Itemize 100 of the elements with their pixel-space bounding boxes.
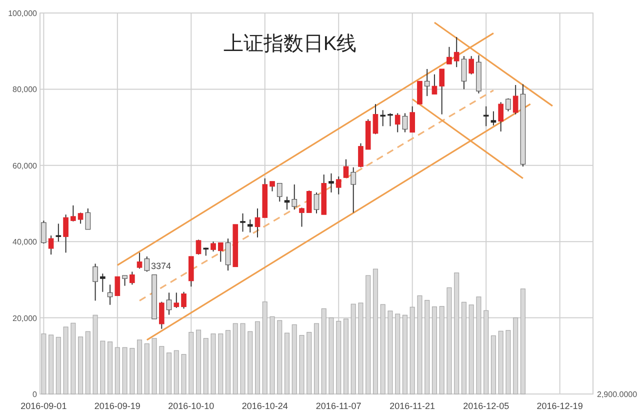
bar <box>78 336 84 394</box>
bar <box>130 348 135 394</box>
candlestick <box>85 208 91 230</box>
candlestick <box>439 68 445 115</box>
bar <box>108 342 113 394</box>
candlestick <box>483 106 489 127</box>
candlestick <box>512 84 518 115</box>
candlestick <box>284 196 290 210</box>
candlestick <box>410 106 416 133</box>
bar <box>174 350 179 394</box>
x-tick-label: 2016-11-21 <box>390 401 436 411</box>
candlestick <box>174 292 180 308</box>
candlestick <box>107 284 113 306</box>
candlestick <box>100 273 106 292</box>
bar <box>122 347 128 394</box>
candlestick <box>181 291 186 310</box>
candlestick <box>78 212 84 224</box>
candlestick <box>506 98 511 112</box>
bar <box>232 323 238 394</box>
candlestick <box>114 276 120 296</box>
candlestick <box>446 46 452 65</box>
bar <box>166 352 172 394</box>
bar <box>240 323 246 394</box>
bar <box>255 321 260 394</box>
x-tick-label: 2016-12-19 <box>536 401 583 411</box>
bar <box>299 335 304 394</box>
candlestick <box>254 208 260 238</box>
candlestick <box>343 158 349 178</box>
candlestick <box>56 223 62 242</box>
candlestick <box>70 204 76 222</box>
text: 上证指数日K线 <box>223 33 357 55</box>
y-tick-label: 0 <box>32 390 38 399</box>
bar <box>196 330 202 394</box>
candlestick <box>328 172 334 193</box>
candlestick <box>417 80 422 104</box>
x-tick-label: 2016-12-05 <box>463 401 510 411</box>
bar <box>48 334 54 394</box>
candlestick <box>122 275 128 286</box>
candlestick <box>388 112 393 127</box>
candlestick <box>218 242 224 262</box>
bar <box>203 338 208 394</box>
bar <box>218 334 224 394</box>
bar <box>498 330 504 394</box>
candlestick <box>299 207 304 228</box>
candlestick <box>498 102 504 132</box>
candlestick <box>270 180 275 192</box>
candlestick <box>358 142 364 168</box>
bar <box>70 322 76 394</box>
y-tick-label: 60,000 <box>12 161 38 170</box>
y-tick-label: 100,000 <box>8 9 38 18</box>
candlestick <box>166 292 172 316</box>
bar <box>181 354 186 394</box>
bar <box>292 324 297 394</box>
candlestick <box>292 184 298 210</box>
x-tick-label: 2016-09-19 <box>94 401 140 411</box>
candlestick <box>144 256 150 272</box>
bar <box>85 331 90 394</box>
bar <box>100 340 106 394</box>
candlestick <box>372 104 378 135</box>
y-tick-label: 40,000 <box>12 238 38 247</box>
bar <box>144 343 150 394</box>
candlestick <box>276 182 282 202</box>
candlestick <box>210 241 216 252</box>
candlestick <box>136 252 142 270</box>
bar <box>248 331 253 394</box>
x-tick-label: 2016-10-24 <box>242 401 288 411</box>
bar <box>284 332 290 394</box>
bar <box>506 330 511 394</box>
bar <box>63 326 68 394</box>
candlestick <box>196 239 202 256</box>
bar <box>306 332 312 394</box>
candlestick <box>130 271 135 286</box>
candlestick <box>490 110 496 126</box>
text: 2,900.0000 <box>597 390 638 399</box>
candlestick <box>48 235 54 256</box>
bar <box>159 346 164 394</box>
annotation: 3374 <box>151 261 172 271</box>
candlestick <box>92 263 98 302</box>
candlestick <box>380 110 386 127</box>
candlestick <box>394 112 400 133</box>
bar <box>137 340 142 394</box>
candlestick <box>432 74 438 95</box>
candlestick <box>336 176 342 195</box>
candlestick <box>468 56 474 75</box>
y-tick-label: 20,000 <box>12 314 38 323</box>
bar <box>210 334 216 394</box>
bar <box>314 323 320 394</box>
x-tick-label: 2016-10-10 <box>168 401 214 411</box>
candlestick <box>454 36 460 68</box>
bar <box>226 330 231 394</box>
candlestick <box>402 112 408 133</box>
candlestick <box>314 192 320 214</box>
candlestick <box>63 214 68 254</box>
bar <box>56 336 61 394</box>
candlestick <box>247 219 253 233</box>
bar <box>152 338 157 394</box>
x-tick-label: 2016-09-01 <box>20 401 67 411</box>
bar <box>490 335 496 394</box>
candlestick <box>306 190 312 214</box>
candlestick <box>159 301 164 330</box>
